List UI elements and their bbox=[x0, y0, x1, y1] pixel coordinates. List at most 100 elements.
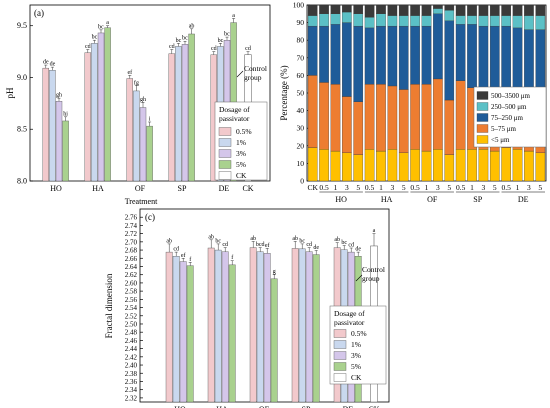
c-ytick-label-10: 2.52 bbox=[125, 312, 138, 320]
c-legend-swatch-2 bbox=[333, 351, 347, 360]
b-segment-19-4 bbox=[524, 4, 534, 16]
b-segment-18-3 bbox=[512, 15, 523, 29]
b-segment-12-4 bbox=[444, 4, 455, 11]
b-segment-8-3 bbox=[398, 15, 409, 27]
c-bar-OF-5% bbox=[270, 278, 278, 403]
b-legend-label-3: 5–75 μm bbox=[491, 125, 517, 133]
a-bar-HO-5% bbox=[62, 120, 69, 182]
a-letter-SP-5%: ab bbox=[189, 23, 195, 29]
b-segment-19-0 bbox=[524, 150, 534, 182]
c-legend-label-2: 3% bbox=[351, 351, 361, 360]
c-ytick-label-11: 2.54 bbox=[125, 304, 138, 312]
b-legend-label-1: 250–500 μm bbox=[491, 103, 527, 111]
b-segment-15-3 bbox=[478, 15, 489, 27]
a-legend-swatch-2 bbox=[218, 149, 232, 158]
c-letter-DE-1%: bc bbox=[341, 240, 347, 246]
b-ytick-label-7: 70 bbox=[297, 53, 305, 62]
c-ytick-label-19: 2.70 bbox=[125, 238, 138, 246]
c-legend-label-1: 1% bbox=[351, 340, 361, 349]
b-segment-17-2 bbox=[501, 25, 511, 92]
b-segment-0-0 bbox=[307, 147, 318, 182]
a-xtick-label-SP: SP bbox=[178, 184, 187, 193]
panel-c-label: (c) bbox=[145, 212, 155, 222]
b-segment-1-3 bbox=[319, 13, 329, 27]
c-letter-HO-1%: cd bbox=[173, 247, 179, 253]
b-segment-13-3 bbox=[455, 15, 466, 25]
b-legend-label-4: <5 μm bbox=[491, 136, 510, 144]
c-bar-HO-0.5% bbox=[165, 251, 173, 403]
b-segment-15-0 bbox=[478, 149, 489, 182]
c-ytick-label-4: 2.40 bbox=[125, 362, 138, 370]
b-group-label-SP: SP bbox=[473, 195, 482, 204]
c-bar-SP-0.5% bbox=[291, 248, 299, 403]
a-letter-HA-1%: bc bbox=[92, 35, 98, 41]
c-letter-OF-0.5%: ab bbox=[250, 236, 256, 242]
a-letter-DE-3%: bc bbox=[224, 32, 230, 38]
b-xtick-label-4: 5 bbox=[356, 183, 360, 192]
c-ytick-label-5: 2.42 bbox=[125, 353, 138, 361]
b-segment-11-1 bbox=[433, 78, 443, 150]
a-bar-SP-3% bbox=[181, 44, 189, 182]
b-segment-7-0 bbox=[387, 149, 398, 182]
a-legend-label-1: 1% bbox=[236, 138, 246, 147]
b-segment-12-1 bbox=[444, 99, 455, 155]
b-segment-18-4 bbox=[512, 4, 523, 16]
b-legend-swatch-0 bbox=[476, 91, 489, 100]
b-segment-18-2 bbox=[512, 27, 523, 92]
b-legend-label-2: 75–250 μm bbox=[491, 114, 524, 122]
b-segment-9-4 bbox=[410, 4, 420, 16]
c-xtick-label-HO: HO bbox=[174, 405, 186, 408]
c-letter-SP-1%: bc bbox=[299, 238, 305, 244]
panel-c-legend-title-1: Dosage of bbox=[334, 309, 365, 318]
c-letter-OF-5%: g bbox=[273, 269, 276, 275]
b-segment-16-3 bbox=[489, 15, 500, 27]
b-xtick-label-11: 3 bbox=[436, 183, 440, 192]
b-segment-6-3 bbox=[376, 13, 386, 27]
a-letter-SP-3%: bc bbox=[182, 36, 188, 42]
b-segment-7-1 bbox=[387, 85, 398, 150]
b-segment-5-2 bbox=[364, 27, 375, 85]
b-xtick-label-2: 1 bbox=[334, 183, 338, 192]
a-bar-OF-0.5% bbox=[126, 78, 134, 182]
b-segment-4-4 bbox=[353, 4, 364, 14]
a-legend-swatch-3 bbox=[218, 160, 232, 169]
c-bar-SP-5% bbox=[312, 254, 320, 403]
b-xtick-label-6: 1 bbox=[379, 183, 383, 192]
panel-a-y-axis: 8.0 8.5 9.0 9.5 bbox=[17, 21, 33, 186]
b-segment-10-1 bbox=[421, 84, 432, 152]
c-bar-HA-0.5% bbox=[207, 247, 215, 403]
a-ytick-label-3: 9.5 bbox=[17, 21, 27, 30]
b-ytick-label-0: 0 bbox=[300, 177, 304, 186]
a-letter-SP-1%: bc bbox=[176, 38, 182, 44]
b-segment-17-3 bbox=[501, 15, 511, 27]
c-bar-HO-3% bbox=[179, 261, 187, 403]
b-segment-3-1 bbox=[342, 96, 352, 153]
panel-c-legend: Dosage of passivator 0.5% 1% 3% 5% CK bbox=[329, 305, 387, 385]
a-letter-OF-0.5%: ef bbox=[127, 69, 132, 76]
b-segment-7-3 bbox=[387, 15, 398, 27]
panel-c-control-text-2: group bbox=[362, 274, 380, 283]
c-xtick-label-OF: OF bbox=[259, 405, 270, 408]
a-legend-swatch-0 bbox=[218, 127, 232, 136]
panel-a-control-text-2: group bbox=[244, 73, 262, 82]
b-xtick-label-15: 3 bbox=[482, 183, 486, 192]
b-segment-9-0 bbox=[410, 149, 420, 182]
b-segment-7-4 bbox=[387, 4, 398, 16]
b-segment-6-0 bbox=[376, 150, 386, 182]
c-ytick-label-20: 2.72 bbox=[125, 230, 138, 238]
c-ytick-label-22: 2.76 bbox=[125, 214, 138, 222]
b-segment-14-2 bbox=[467, 24, 477, 88]
c-letter-HA-0.5%: ab bbox=[208, 234, 214, 240]
b-legend-swatch-2 bbox=[476, 113, 489, 122]
b-segment-3-0 bbox=[342, 152, 352, 182]
b-segment-5-1 bbox=[364, 84, 375, 150]
b-segment-4-3 bbox=[353, 13, 364, 27]
c-legend-swatch-4 bbox=[333, 373, 347, 382]
a-xtick-label-ck: CK bbox=[242, 184, 253, 193]
c-ytick-label-1: 2.34 bbox=[125, 386, 138, 394]
b-segment-12-2 bbox=[444, 20, 455, 101]
c-bar-OF-3% bbox=[263, 253, 271, 403]
b-segment-9-2 bbox=[410, 25, 420, 85]
a-ytick-label-1: 8.5 bbox=[17, 125, 27, 134]
